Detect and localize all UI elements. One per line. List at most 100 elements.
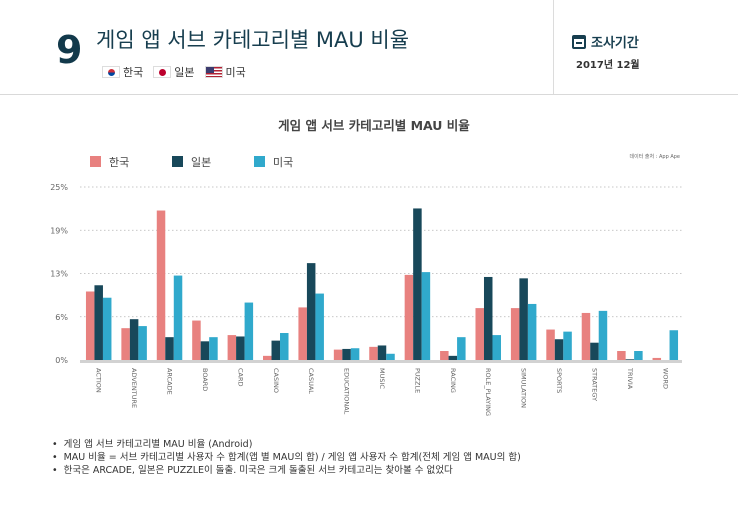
header: 9 게임 앱 서브 카테고리별 MAU 비율 한국 일본 미국 조사기간 201… <box>0 0 738 95</box>
bar <box>590 342 599 360</box>
chart-legend: 한국 일본 미국 <box>90 155 293 169</box>
x-tick-label: ARCADE <box>166 368 174 395</box>
bar <box>492 335 501 360</box>
country-usa: 미국 <box>204 64 246 80</box>
bar <box>315 293 324 360</box>
x-tick-label: CASUAL <box>307 368 315 394</box>
header-divider <box>553 0 554 94</box>
bar <box>156 210 166 360</box>
bar <box>377 345 387 360</box>
bar <box>280 333 289 360</box>
section-number: 9 <box>56 28 83 72</box>
legend-label: 일본 <box>191 155 211 169</box>
legend-label: 한국 <box>109 156 129 169</box>
bar <box>85 291 95 360</box>
bar <box>94 285 103 360</box>
bar <box>440 351 449 360</box>
country-label: 한국 <box>123 66 144 79</box>
x-axis-baseline <box>80 360 682 363</box>
note-item: MAU 비율 = 서브 카테고리별 사용자 수 합계(앱 별 MAU의 합) /… <box>52 451 521 464</box>
bar <box>527 303 537 360</box>
x-tick-label: PUZZLE <box>413 368 421 393</box>
bar <box>333 349 343 360</box>
bar <box>102 297 112 360</box>
bar <box>192 320 201 360</box>
country-korea: 한국 <box>102 64 143 80</box>
legend-swatch <box>254 156 265 167</box>
usa-flag-icon <box>204 66 223 78</box>
korea-flag-icon <box>102 66 120 78</box>
bar <box>617 351 626 360</box>
y-tick-label: 13% <box>50 270 68 279</box>
bar <box>306 263 316 360</box>
bar-chart: 게임 앱 서브 카테고리별 MAU 비율 데이터 출처 : App Ape 한국… <box>50 118 682 416</box>
bar <box>457 337 466 360</box>
country-label: 미국 <box>225 66 246 79</box>
x-axis-labels: ACTION ADVENTURE ARCADE BOARD CARD CASINO CASU… <box>95 367 670 416</box>
bar <box>669 330 679 360</box>
x-tick-label: MUSIC <box>378 368 386 389</box>
bar <box>546 329 555 360</box>
country-legend: 한국 일본 미국 <box>102 64 246 80</box>
x-tick-label: ROLE_PLAYING <box>484 368 492 416</box>
y-tick-label: 25% <box>50 183 68 192</box>
bar <box>138 326 147 360</box>
chart-source: 데이터 출처 : App Ape <box>630 153 680 160</box>
x-tick-label: SIMULATION <box>520 368 528 408</box>
bar <box>563 331 572 360</box>
bar <box>173 275 183 360</box>
bar <box>483 276 493 360</box>
bar <box>554 339 564 360</box>
bar <box>236 336 245 360</box>
bar <box>342 348 351 360</box>
x-tick-label: EDUCATIONAL <box>343 368 351 415</box>
y-tick-label: 0% <box>55 356 68 365</box>
period-title: 조사기간 <box>572 32 639 51</box>
bar <box>404 274 414 360</box>
bar <box>634 351 643 360</box>
bar <box>510 308 520 360</box>
legend-label: 미국 <box>273 156 293 169</box>
bar <box>200 341 210 360</box>
japan-flag-icon <box>153 66 172 78</box>
x-tick-label: ADVENTURE <box>130 368 138 408</box>
bar <box>369 346 378 360</box>
x-tick-label: RACING <box>449 368 457 393</box>
bar <box>475 308 484 360</box>
bar <box>121 328 130 360</box>
y-tick-label: 6% <box>55 313 68 322</box>
calendar-icon <box>572 34 586 49</box>
bar <box>652 357 662 360</box>
note-item: 게임 앱 서브 카테고리별 MAU 비율 (Android) <box>52 438 521 451</box>
bar <box>244 302 254 360</box>
chart-title: 게임 앱 서브 카테고리별 MAU 비율 <box>278 118 470 133</box>
chart-bars <box>85 208 679 360</box>
page-title: 게임 앱 서브 카테고리별 MAU 비율 <box>96 28 410 52</box>
bar <box>298 307 307 360</box>
bar <box>421 272 431 360</box>
legend-swatch <box>172 156 183 167</box>
bar <box>598 310 608 360</box>
bar <box>386 353 395 360</box>
period-label: 조사기간 <box>591 36 639 51</box>
bar <box>448 355 458 360</box>
bar <box>129 319 139 360</box>
bar <box>519 278 528 360</box>
x-tick-label: BOARD <box>201 368 209 391</box>
x-tick-label: WORD <box>661 368 669 389</box>
country-japan: 일본 <box>153 64 195 80</box>
x-tick-label: STRATEGY <box>590 368 598 401</box>
x-tick-label: CARD <box>236 368 244 387</box>
bar <box>413 208 422 360</box>
y-tick-label: 19% <box>50 226 68 235</box>
bar <box>350 348 360 360</box>
bar <box>227 335 237 360</box>
period-date: 2017년 12월 <box>576 60 640 71</box>
country-label: 일본 <box>174 66 195 79</box>
bar <box>165 337 174 360</box>
x-tick-label: TRIVIA <box>626 367 634 390</box>
x-tick-label: ACTION <box>95 368 103 393</box>
bar <box>209 337 218 360</box>
chart-grid: 0% 6% 13% 19% 25% <box>50 183 682 365</box>
notes-list: 게임 앱 서브 카테고리별 MAU 비율 (Android) MAU 비율 = … <box>52 438 521 477</box>
